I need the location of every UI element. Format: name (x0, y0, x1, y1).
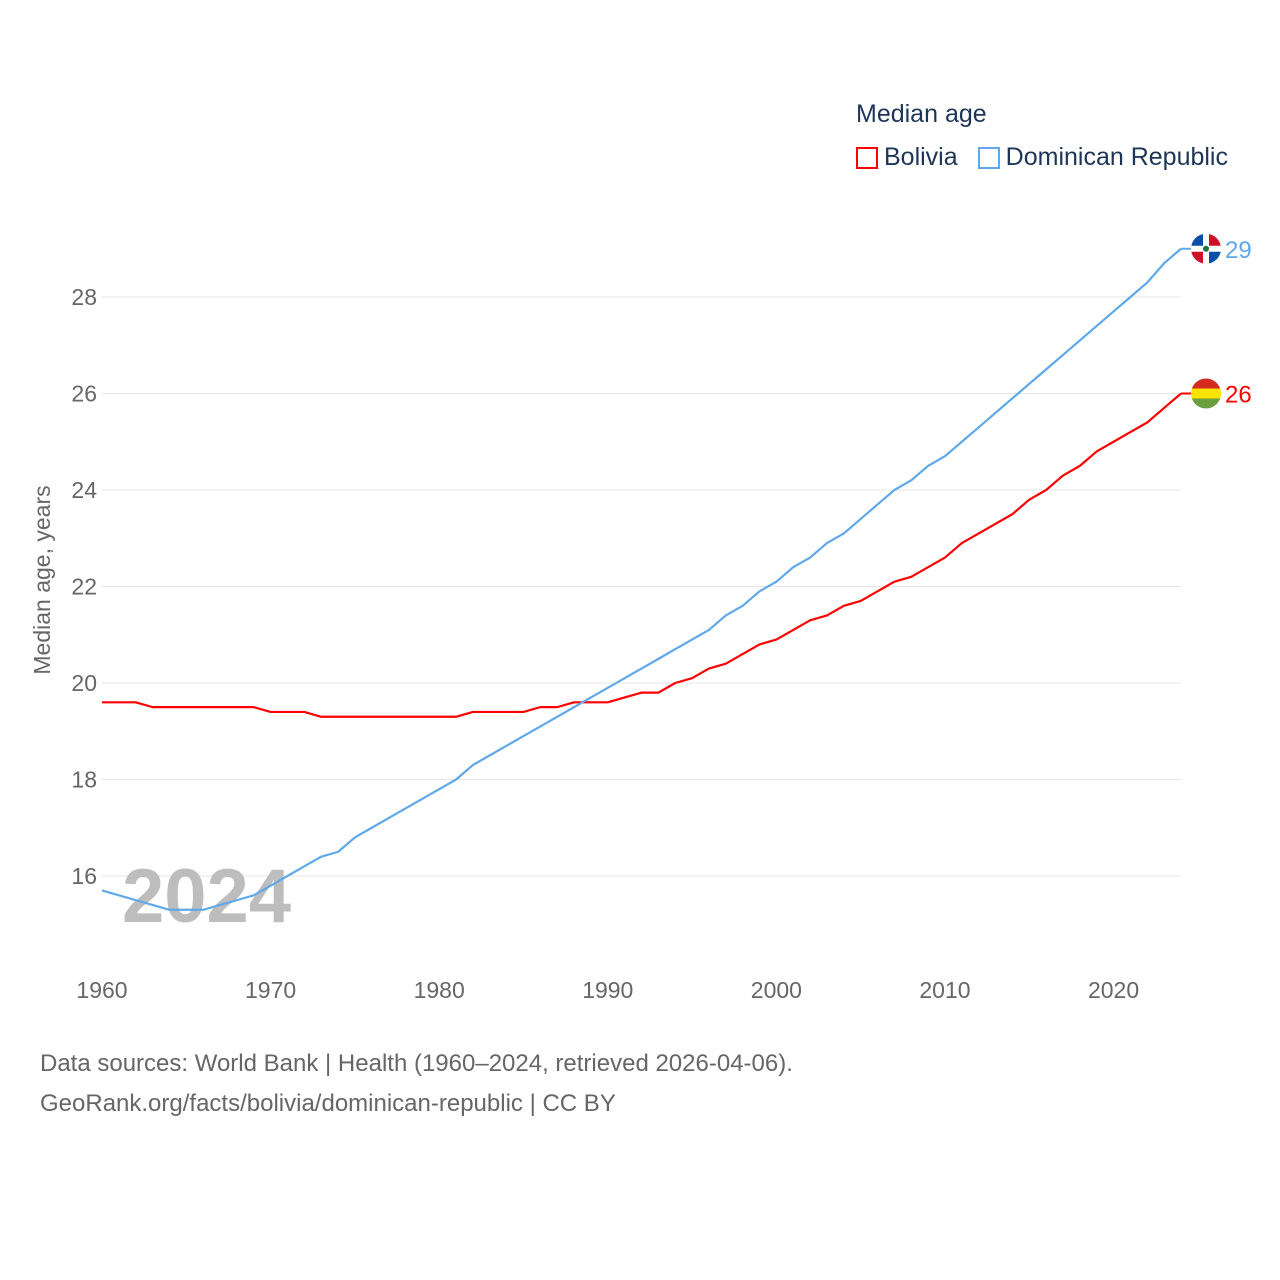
year-watermark: 2024 (122, 854, 291, 939)
y-tick-label: 18 (71, 767, 97, 793)
y-axis-label: Median age, years (29, 485, 55, 674)
legend-swatch-bolivia (856, 146, 878, 169)
y-tick-label: 20 (71, 670, 97, 696)
series-line-bolivia[interactable] (102, 392, 1182, 718)
legend-item-dominican-republic[interactable]: Dominican Republic (977, 143, 1228, 172)
source-note: Data sources: World Bank | Health (1960–… (40, 1044, 793, 1124)
end-value-label: 26 (1225, 382, 1252, 409)
y-tick-label: 28 (71, 284, 97, 310)
x-tick-label: 1960 (76, 977, 127, 1003)
bolivia-flag-icon (1191, 378, 1221, 409)
dominican-republic-flag-icon (1191, 233, 1221, 264)
source-line-1: Data sources: World Bank | Health (1960–… (40, 1050, 793, 1077)
x-tick-label: 1980 (414, 977, 465, 1003)
x-tick-label: 2020 (1088, 977, 1139, 1003)
end-value-label: 29 (1225, 237, 1252, 264)
y-tick-label: 22 (71, 574, 97, 600)
legend-item-bolivia[interactable]: Bolivia (856, 143, 958, 172)
y-tick-label: 26 (71, 381, 97, 407)
source-line-2[interactable]: GeoRank.org/facts/bolivia/dominican-repu… (40, 1090, 616, 1117)
y-tick-label: 16 (71, 863, 97, 889)
x-tick-label: 1970 (245, 977, 296, 1003)
legend-title: Median age (856, 100, 987, 128)
y-tick-label: 24 (71, 477, 97, 503)
series-line-dominican-republic[interactable] (101, 247, 1182, 911)
x-tick-label: 1990 (582, 977, 633, 1003)
legend-label-dominican-republic: Dominican Republic (1005, 143, 1228, 171)
legend-swatch-dominican-republic (977, 146, 1000, 169)
legend-label-bolivia: Bolivia (884, 143, 958, 171)
x-tick-label: 2000 (751, 977, 802, 1003)
x-tick-label: 2010 (919, 977, 970, 1003)
legend: Bolivia Dominican Republic (856, 143, 1248, 172)
